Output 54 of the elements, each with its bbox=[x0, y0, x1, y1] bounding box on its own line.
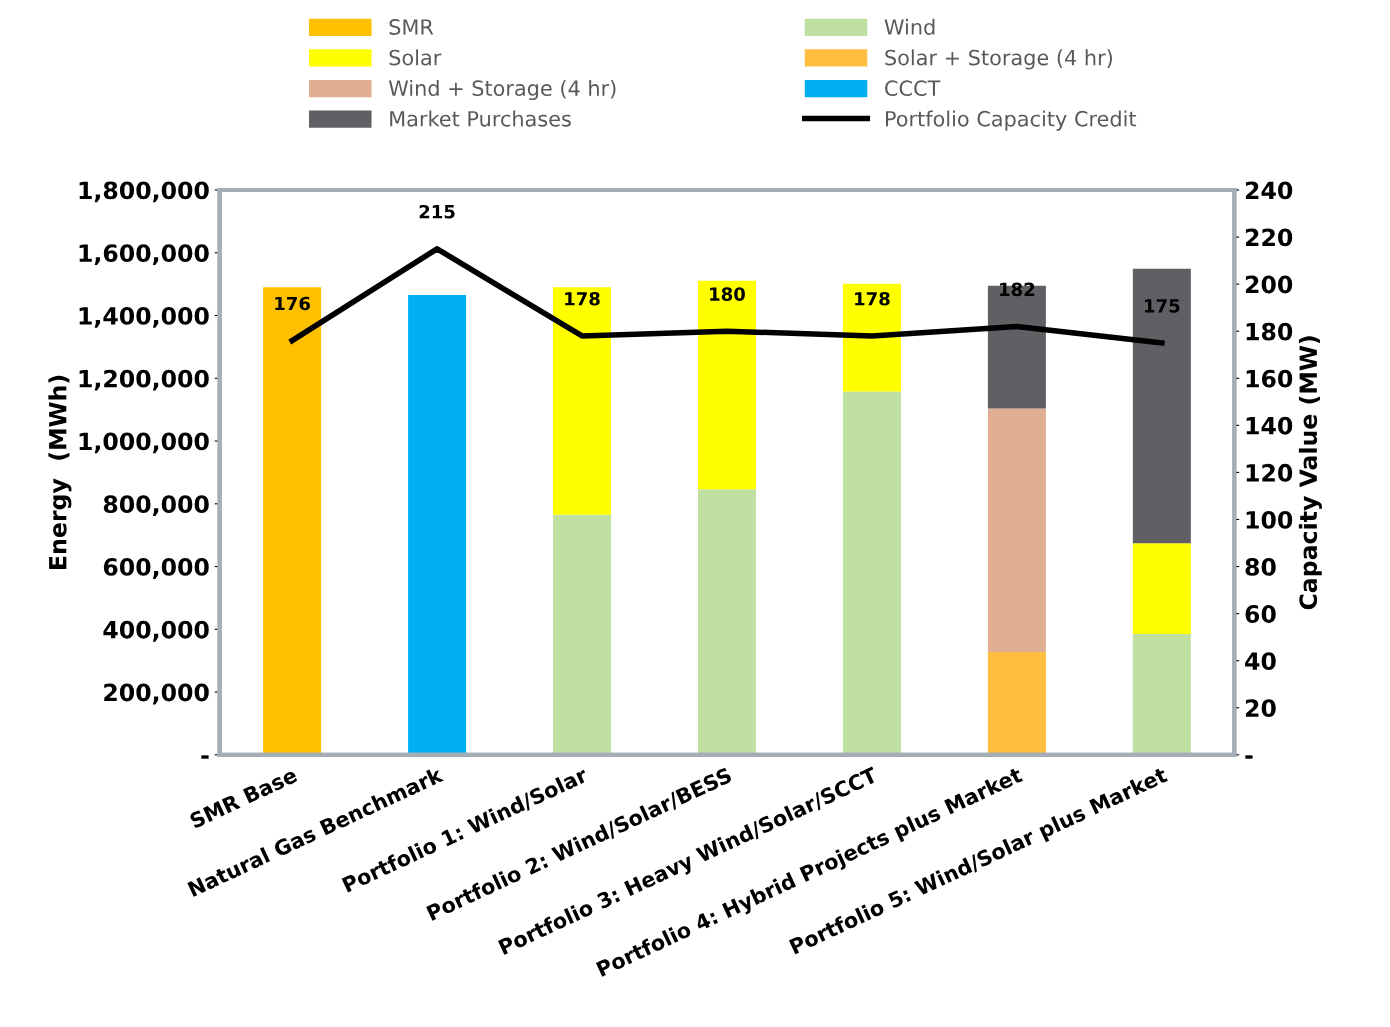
y-tick-label: - bbox=[201, 755, 209, 759]
bar bbox=[987, 408, 1046, 652]
y2-tick-label: 160 bbox=[1246, 369, 1293, 388]
bar bbox=[697, 280, 756, 490]
legend-label: Solar bbox=[389, 49, 442, 66]
y2-tick-label: 200 bbox=[1245, 275, 1293, 294]
bar bbox=[263, 287, 322, 755]
y-tick-label: 400,000 bbox=[103, 620, 209, 642]
data-label: 182 bbox=[1000, 282, 1035, 297]
y2-tick-label: 180 bbox=[1246, 322, 1293, 341]
y2-axis-title: Capacity Value (MW) bbox=[1298, 336, 1322, 610]
x-tick-label: SMR Base bbox=[188, 766, 298, 829]
legend-label: SMR bbox=[389, 19, 434, 35]
legend-label: Solar + Storage (4 hr) bbox=[885, 49, 1112, 70]
bar bbox=[408, 295, 467, 755]
legend-label: Wind + Storage (4 hr) bbox=[388, 79, 616, 101]
data-label: 178 bbox=[855, 291, 890, 306]
y2-tick-label: 20 bbox=[1245, 699, 1276, 718]
y-tick-label: 800,000 bbox=[103, 495, 209, 517]
y2-tick-label: 80 bbox=[1245, 558, 1276, 576]
y2-tick-label: 60 bbox=[1245, 605, 1276, 623]
y-tick-label: 1,200,000 bbox=[79, 369, 209, 391]
y2-tick-label: 100 bbox=[1246, 510, 1293, 529]
bar bbox=[1132, 543, 1191, 635]
y-tick-label: 600,000 bbox=[103, 558, 209, 579]
bar bbox=[842, 283, 901, 392]
legend-label: Wind bbox=[884, 18, 935, 35]
bar bbox=[697, 489, 756, 755]
legend-label: Market Purchases bbox=[390, 110, 571, 127]
y2-tick-label: 120 bbox=[1246, 463, 1293, 482]
y2-tick-label: 220 bbox=[1245, 228, 1293, 247]
data-label: 178 bbox=[565, 291, 600, 306]
y2-tick-label: - bbox=[1245, 755, 1253, 759]
y2-tick-label: 40 bbox=[1245, 652, 1276, 671]
bar bbox=[842, 391, 901, 755]
y-tick-label: 1,800,000 bbox=[79, 181, 209, 203]
bar bbox=[987, 651, 1046, 755]
data-label: 215 bbox=[419, 204, 455, 219]
data-label: 180 bbox=[710, 287, 745, 301]
bar bbox=[553, 514, 611, 755]
legend-label: CCCT bbox=[885, 80, 941, 97]
bar bbox=[1132, 268, 1191, 544]
bar bbox=[1132, 634, 1191, 755]
data-label: 175 bbox=[1145, 299, 1180, 313]
y2-tick-label: 240 bbox=[1245, 181, 1293, 200]
y-tick-label: 1,400,000 bbox=[79, 306, 209, 328]
y-tick-label: 200,000 bbox=[104, 683, 209, 705]
y-axis-title: Energy (MWh) bbox=[48, 375, 72, 569]
y-tick-label: 1,000,000 bbox=[79, 432, 209, 454]
bar bbox=[553, 287, 611, 515]
y-tick-label: 1,600,000 bbox=[79, 244, 209, 266]
legend-label: Portfolio Capacity Credit bbox=[885, 110, 1137, 131]
data-label: 176 bbox=[275, 296, 310, 311]
y2-tick-label: 140 bbox=[1246, 416, 1293, 435]
